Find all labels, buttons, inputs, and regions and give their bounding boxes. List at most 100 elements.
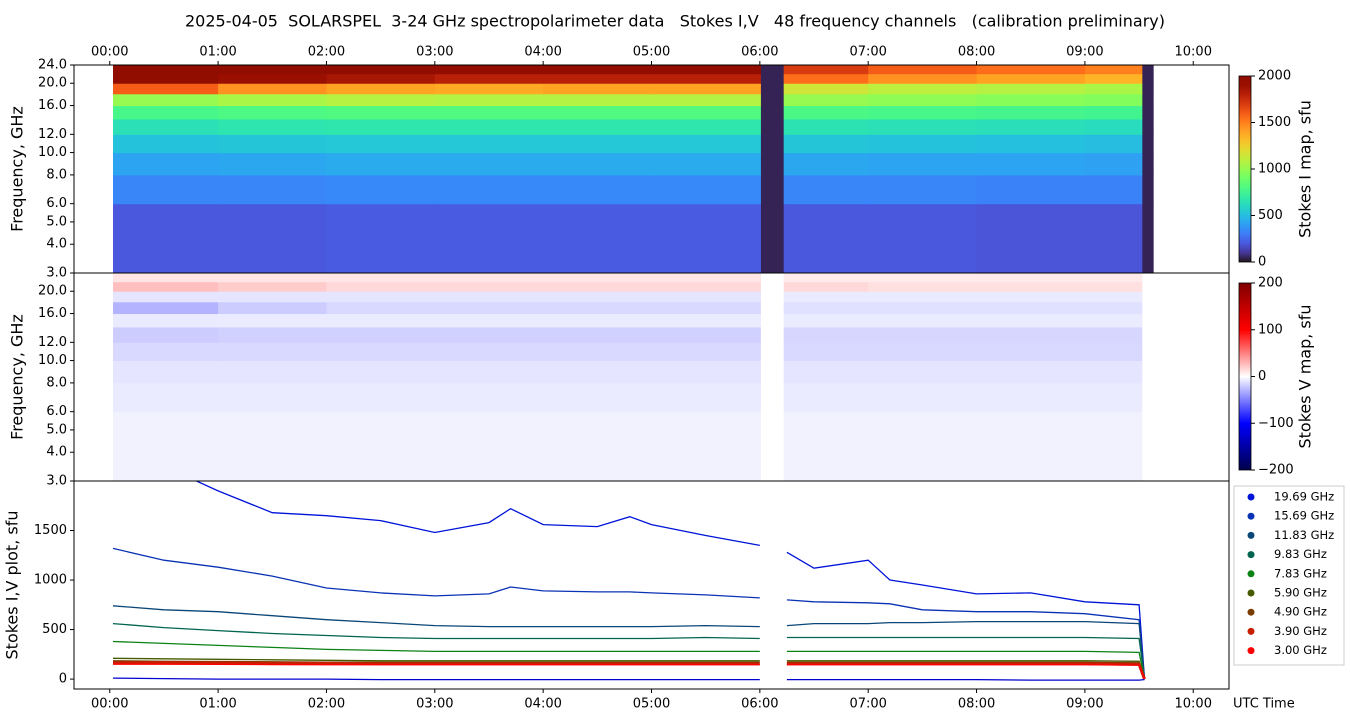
heatmap-cell xyxy=(760,411,785,482)
colorbar-tick-label: 1500 xyxy=(1258,115,1291,130)
heatmap-cell xyxy=(434,73,544,84)
heatmap-cell xyxy=(1142,152,1154,176)
x-tick-label: 00:00 xyxy=(91,697,128,712)
heatmap-cell xyxy=(976,83,1086,95)
legend-marker xyxy=(1247,531,1255,539)
y-tick-label: 20.0 xyxy=(38,76,67,91)
legend-marker xyxy=(1247,551,1255,559)
x-tick-label: 00:00 xyxy=(91,45,128,60)
heatmap-cell xyxy=(651,105,762,120)
heatmap-cell xyxy=(783,134,869,154)
heatmap-cell xyxy=(1084,291,1143,303)
heatmap-cell xyxy=(543,174,652,205)
heatmap-cell xyxy=(1142,382,1154,413)
legend-label: 19.69 GHz xyxy=(1274,490,1334,504)
heatmap-cell xyxy=(113,360,219,384)
heatmap-cell xyxy=(651,411,762,482)
heatmap-cell xyxy=(651,65,762,75)
heatmap-cell xyxy=(1084,73,1143,84)
heatmap-cell xyxy=(218,281,327,292)
heatmap-cell xyxy=(976,134,1086,154)
heatmap-cell xyxy=(113,174,219,205)
heatmap-cell xyxy=(783,83,869,95)
heatmap-cell xyxy=(651,73,762,84)
heatmap-cell xyxy=(976,360,1086,384)
heatmap-cell xyxy=(543,203,652,274)
heatmap-cell xyxy=(218,105,327,120)
heatmap-cell xyxy=(1142,411,1154,482)
heatmap-cell xyxy=(113,273,219,283)
heatmap-cell xyxy=(1084,301,1143,315)
colorbar xyxy=(1238,75,1252,263)
heatmap-cell xyxy=(1142,313,1154,328)
heatmap-cell xyxy=(868,105,978,120)
x-tick-label: 02:00 xyxy=(308,45,345,60)
heatmap-cell xyxy=(326,273,436,283)
legend-label: 5.90 GHz xyxy=(1274,586,1327,600)
heatmap-cell xyxy=(976,301,1086,315)
heatmap-cell xyxy=(543,73,652,84)
heatmap-cell xyxy=(783,382,869,413)
heatmap-cell xyxy=(868,301,978,315)
y-tick-label: 8.0 xyxy=(46,167,67,182)
heatmap-cell xyxy=(218,360,327,384)
heatmap-cell xyxy=(326,313,436,328)
heatmap-cell xyxy=(218,342,327,362)
heatmap-cell xyxy=(868,313,978,328)
heatmap-cell xyxy=(976,93,1086,107)
heatmap-cell xyxy=(1142,203,1154,274)
x-tick-label: 09:00 xyxy=(1066,45,1103,60)
heatmap-cell xyxy=(326,301,436,315)
heatmap-cell xyxy=(434,105,544,120)
y-tick-label: 4.0 xyxy=(46,237,67,252)
x-tick-label: 05:00 xyxy=(633,697,670,712)
series-line xyxy=(194,481,1146,680)
heatmap-cell xyxy=(1084,281,1143,292)
heatmap-cell xyxy=(760,291,785,303)
heatmap-cell xyxy=(543,65,652,75)
heatmap-cell xyxy=(783,291,869,303)
x-tick-label: 05:00 xyxy=(633,45,670,60)
heatmap-cell xyxy=(326,152,436,176)
heatmap-cell xyxy=(113,382,219,413)
y-tick-label: 1500 xyxy=(34,523,67,538)
heatmap-cell xyxy=(1084,360,1143,384)
heatmap-cell xyxy=(651,134,762,154)
chart-title: 2025-04-05 SOLARSPEL 3-24 GHz spectropol… xyxy=(185,12,1165,31)
y-tick-label: 20.0 xyxy=(38,284,67,299)
heatmap-cell xyxy=(783,313,869,328)
y-tick-label: 6.0 xyxy=(46,196,67,211)
heatmap-cell xyxy=(1142,281,1154,292)
heatmap-cell xyxy=(976,326,1086,343)
heatmap-cell xyxy=(326,382,436,413)
heatmap-cell xyxy=(326,134,436,154)
heatmap-cell xyxy=(1084,83,1143,95)
heatmap-cell xyxy=(1084,382,1143,413)
x-tick-label: 08:00 xyxy=(958,697,995,712)
heatmap-cell xyxy=(868,281,978,292)
y-tick-label: 12.0 xyxy=(38,127,67,142)
y-axis-label: Frequency, GHz xyxy=(8,106,27,232)
heatmap-cell xyxy=(1142,93,1154,107)
heatmap-cell xyxy=(543,411,652,482)
heatmap-cell xyxy=(326,83,436,95)
series-line xyxy=(112,622,1146,680)
heatmap-cell xyxy=(218,65,327,75)
heatmap-cell xyxy=(976,411,1086,482)
heatmap-cell xyxy=(113,65,219,75)
x-axis-label: UTC Time xyxy=(1233,697,1295,712)
heatmap-cell xyxy=(326,73,436,84)
heatmap-cell xyxy=(543,152,652,176)
heatmap-cell xyxy=(868,326,978,343)
heatmap-cell xyxy=(976,273,1086,283)
heatmap-cell xyxy=(326,411,436,482)
heatmap-cell xyxy=(434,118,544,135)
heatmap-cell xyxy=(651,291,762,303)
heatmap-cell xyxy=(868,83,978,95)
heatmap-cell xyxy=(434,152,544,176)
colorbar-label: Stokes I map, sfu xyxy=(1296,100,1315,238)
heatmap-cell xyxy=(543,118,652,135)
x-tick-label: 08:00 xyxy=(958,45,995,60)
heatmap-cell xyxy=(218,118,327,135)
heatmap-cell xyxy=(651,326,762,343)
